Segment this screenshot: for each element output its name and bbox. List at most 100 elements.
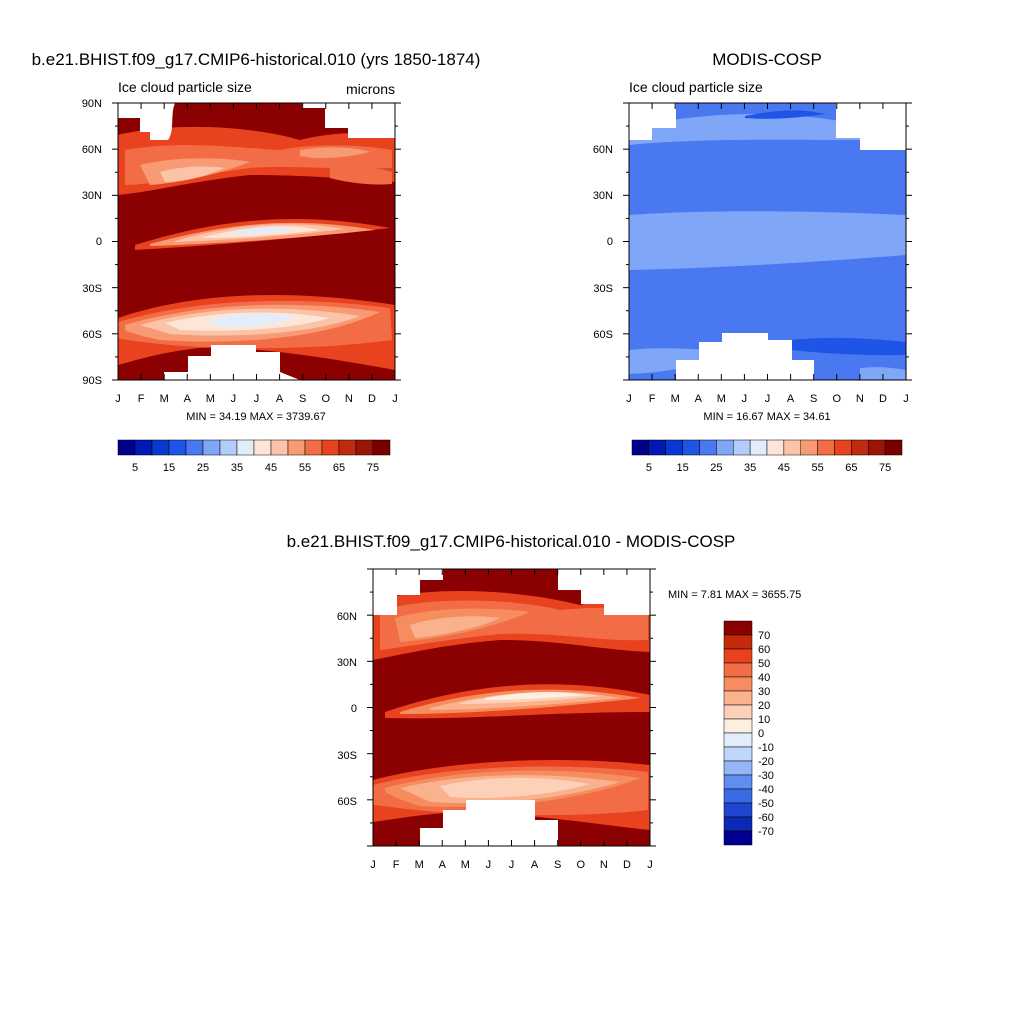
month-label: A xyxy=(276,393,284,405)
month-label: J xyxy=(370,859,376,871)
month-label: J xyxy=(254,393,260,405)
colorbar-swatch xyxy=(723,648,753,664)
colorbar-label: 70 xyxy=(758,630,770,642)
month-label: S xyxy=(810,393,817,405)
lat-label: 30S xyxy=(337,750,357,762)
colorbar-swatch xyxy=(716,439,734,456)
month-label: M xyxy=(415,859,424,871)
colorbar-label: 35 xyxy=(231,462,243,474)
lat-label: 30S xyxy=(593,283,613,295)
colorbar-label: -60 xyxy=(758,812,774,824)
lat-label: 60N xyxy=(337,611,357,623)
month-label: A xyxy=(184,393,192,405)
month-label: F xyxy=(393,859,400,871)
month-label: J xyxy=(903,393,909,405)
month-label: J xyxy=(647,859,653,871)
panel-model-lat-labels: 90N 60N 30N 0 30S 60S 90S xyxy=(82,98,102,387)
month-label: M xyxy=(717,393,726,405)
colorbar-label: 75 xyxy=(879,462,891,474)
panel-diff-y-ticks xyxy=(367,568,656,847)
month-label: J xyxy=(115,393,121,405)
colorbar-swatch xyxy=(723,718,753,734)
month-label: N xyxy=(345,393,353,405)
colorbar-label: 5 xyxy=(646,462,652,474)
lat-label: 30S xyxy=(82,283,102,295)
colorbar-label: 10 xyxy=(758,714,770,726)
colorbar-swatch xyxy=(372,439,391,456)
lat-label: 30N xyxy=(82,190,102,202)
colorbar-swatch xyxy=(723,690,753,706)
colorbar-label: 45 xyxy=(778,462,790,474)
colorbar-label: -30 xyxy=(758,770,774,782)
colorbar-swatch xyxy=(665,439,683,456)
colorbar-swatch xyxy=(723,746,753,762)
colorbar-label: 0 xyxy=(758,728,764,740)
colorbar-label: 75 xyxy=(367,462,379,474)
colorbar-obs: 5 15 25 35 45 55 65 75 xyxy=(631,439,903,474)
panel-model-y-ticks xyxy=(112,102,401,381)
colorbar-swatch xyxy=(648,439,666,456)
lat-label: 0 xyxy=(351,703,357,715)
colorbar-swatch xyxy=(134,439,153,456)
month-label: J xyxy=(486,859,492,871)
month-label: S xyxy=(554,859,561,871)
month-label: O xyxy=(832,393,841,405)
colorbar-swatch xyxy=(800,439,818,456)
panel-obs-contour-field xyxy=(629,103,906,380)
month-label: D xyxy=(368,393,376,405)
colorbar-swatch xyxy=(219,439,238,456)
month-label: A xyxy=(531,859,539,871)
colorbar-swatch xyxy=(749,439,768,456)
colorbar-diff: 70 60 50 40 30 20 10 0 -10 -20 -30 -40 -50 -60 -70 xyxy=(723,620,774,846)
colorbar-swatch xyxy=(236,439,255,456)
colorbar-swatch xyxy=(338,439,357,456)
lat-label: 30N xyxy=(337,657,357,669)
panel-obs: MODIS-COSP Ice cloud particle size 60N 3… xyxy=(593,50,912,474)
month-label: N xyxy=(856,393,864,405)
panel-obs-subtitle: Ice cloud particle size xyxy=(629,79,763,95)
colorbar-swatch xyxy=(723,774,753,790)
lat-label: 0 xyxy=(607,236,613,248)
colorbar-label: 35 xyxy=(744,462,756,474)
colorbar-swatch xyxy=(723,662,753,678)
colorbar-label: -20 xyxy=(758,756,774,768)
month-label: J xyxy=(231,393,237,405)
month-label: S xyxy=(299,393,306,405)
month-label: M xyxy=(160,393,169,405)
month-label: M xyxy=(461,859,470,871)
panel-model-contour-field xyxy=(118,103,395,380)
month-label: M xyxy=(206,393,215,405)
lat-label: 60N xyxy=(82,144,102,156)
lat-label: 60N xyxy=(593,144,613,156)
colorbar-swatch xyxy=(723,704,753,720)
colorbar-model: 5 15 25 35 45 55 65 75 xyxy=(117,439,391,474)
colorbar-swatch xyxy=(834,439,852,456)
month-label: F xyxy=(649,393,656,405)
month-label: D xyxy=(879,393,887,405)
panel-model-title: b.e21.BHIST.f09_g17.CMIP6-historical.010… xyxy=(32,50,481,69)
colorbar-label: 55 xyxy=(812,462,824,474)
lat-label: 0 xyxy=(96,236,102,248)
colorbar-swatch xyxy=(699,439,717,456)
colorbar-label: -10 xyxy=(758,742,774,754)
lat-label: 60S xyxy=(82,329,102,341)
panel-model-subtitle: Ice cloud particle size xyxy=(118,79,252,95)
month-label: J xyxy=(509,859,515,871)
colorbar-swatch xyxy=(151,439,170,456)
panel-model-units: microns xyxy=(346,81,395,97)
panel-diff-lat-labels: 60N 30N 0 30S 60S xyxy=(337,611,357,808)
colorbar-swatch xyxy=(884,439,903,456)
colorbar-swatch xyxy=(766,439,785,456)
lat-label: 60S xyxy=(337,796,357,808)
colorbar-swatch xyxy=(270,439,289,456)
colorbar-label: 20 xyxy=(758,700,770,712)
panel-diff: b.e21.BHIST.f09_g17.CMIP6-historical.010… xyxy=(287,532,802,871)
month-label: F xyxy=(138,393,145,405)
colorbar-label: 5 xyxy=(132,462,138,474)
colorbar-swatch xyxy=(723,676,753,692)
colorbar-swatch xyxy=(868,439,886,456)
colorbar-swatch xyxy=(783,439,801,456)
colorbar-label: 25 xyxy=(197,462,209,474)
colorbar-swatch xyxy=(287,439,306,456)
